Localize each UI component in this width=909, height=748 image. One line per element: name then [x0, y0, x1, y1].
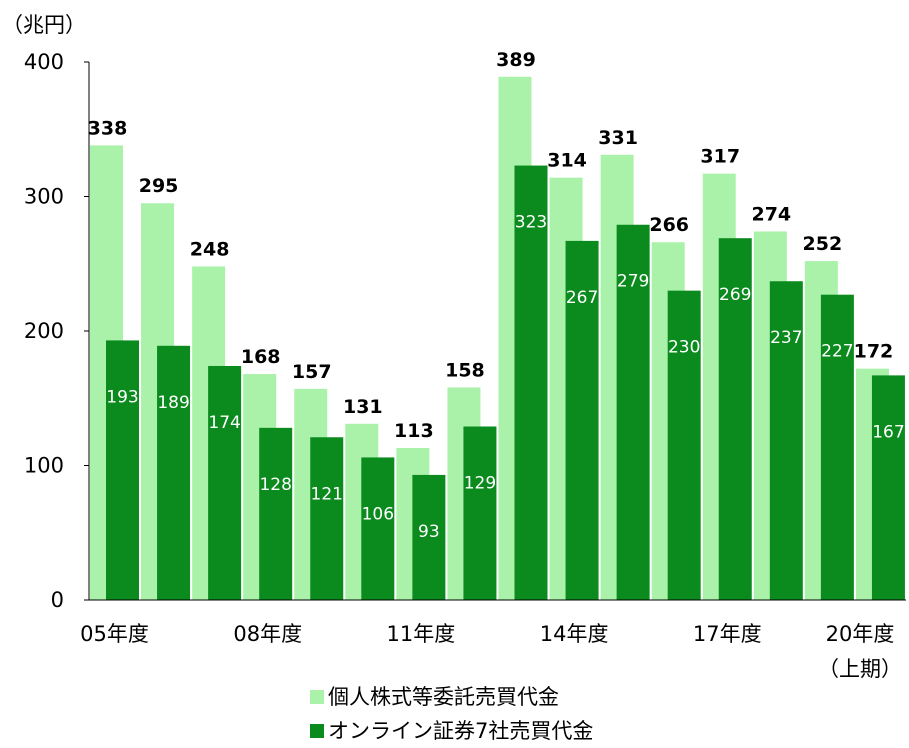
y-axis: 0 100 200 300 400 [24, 50, 90, 612]
data-label-online: 189 [157, 393, 189, 413]
bar-online [769, 281, 803, 600]
bar-online [718, 238, 752, 600]
y-axis-unit-label: （兆円） [2, 13, 86, 37]
bar-online [259, 427, 293, 600]
data-label-retail: 314 [547, 150, 587, 172]
bar-online [565, 240, 599, 600]
bar-online [412, 474, 446, 600]
bar-online [616, 224, 650, 600]
bar-online [157, 345, 191, 600]
bar-online [667, 290, 701, 600]
data-label-retail: 331 [598, 127, 638, 149]
data-label-online: 323 [515, 213, 547, 233]
data-label-online: 129 [464, 473, 496, 493]
bar-online [361, 457, 395, 600]
y-tick-label: 400 [24, 50, 64, 74]
data-label-online: 237 [770, 328, 802, 348]
legend-swatch-retail [310, 690, 324, 704]
x-tick-label: 14年度 [540, 622, 609, 646]
data-label-retail: 338 [88, 117, 128, 139]
data-label-retail: 157 [292, 361, 332, 383]
legend-label-retail: 個人株式等委託売買代金 [328, 685, 559, 709]
data-label-online: 121 [311, 484, 343, 504]
data-label-retail: 131 [343, 396, 383, 418]
y-tick-label: 200 [24, 319, 64, 343]
data-label-retail: 113 [394, 420, 434, 442]
data-label-retail: 317 [700, 146, 740, 168]
data-label-online: 227 [821, 342, 853, 362]
x-tick-label: 20年度 [826, 622, 895, 646]
x-tick-sublabel: （上期） [818, 657, 902, 681]
data-label-online: 230 [668, 338, 700, 358]
legend-item-online: オンライン証券7社売買代金 [310, 714, 593, 748]
x-tick-label: 17年度 [693, 622, 762, 646]
x-tick-label: 11年度 [387, 622, 456, 646]
data-label-online: 174 [208, 413, 240, 433]
bar-online [208, 365, 242, 600]
y-tick-label: 100 [24, 454, 64, 478]
data-label-retail: 266 [649, 214, 689, 236]
data-label-retail: 252 [803, 233, 843, 255]
x-axis: 05年度 08年度 11年度 14年度 17年度 20年度 （上期） [80, 599, 906, 681]
bar-online [310, 437, 344, 600]
data-label-retail: 172 [854, 341, 894, 363]
data-label-retail: 158 [445, 359, 485, 381]
bar-online [871, 375, 905, 600]
bar-online [463, 426, 497, 600]
data-label-retail: 389 [496, 49, 536, 71]
x-tick-label: 05年度 [80, 622, 149, 646]
data-label-online: 193 [106, 387, 138, 407]
data-label-online: 106 [362, 504, 394, 524]
data-label-online: 267 [566, 288, 598, 308]
data-label-online: 128 [259, 475, 291, 495]
data-label-online: 269 [719, 285, 751, 305]
y-tick-label: 300 [24, 185, 64, 209]
bar-online [514, 165, 548, 600]
data-label-retail: 168 [241, 346, 281, 368]
bars [90, 76, 905, 601]
data-labels: 338 193 295 189 248 174 168 128 157 121 131 106 113 9… [88, 49, 905, 542]
data-label-retail: 274 [751, 203, 791, 225]
legend-label-online: オンライン証券7社売買代金 [328, 719, 594, 743]
bar-online [820, 294, 854, 600]
bar-online [106, 340, 139, 600]
data-label-retail: 248 [190, 238, 230, 260]
data-label-retail: 295 [139, 175, 179, 197]
y-tick-label: 0 [51, 588, 64, 612]
legend-swatch-online [310, 724, 324, 738]
data-label-online: 279 [617, 272, 649, 292]
x-tick-label: 08年度 [233, 622, 302, 646]
legend-item-retail: 個人株式等委託売買代金 [310, 680, 593, 714]
data-label-online: 167 [872, 422, 904, 442]
data-label-online: 93 [418, 522, 440, 542]
